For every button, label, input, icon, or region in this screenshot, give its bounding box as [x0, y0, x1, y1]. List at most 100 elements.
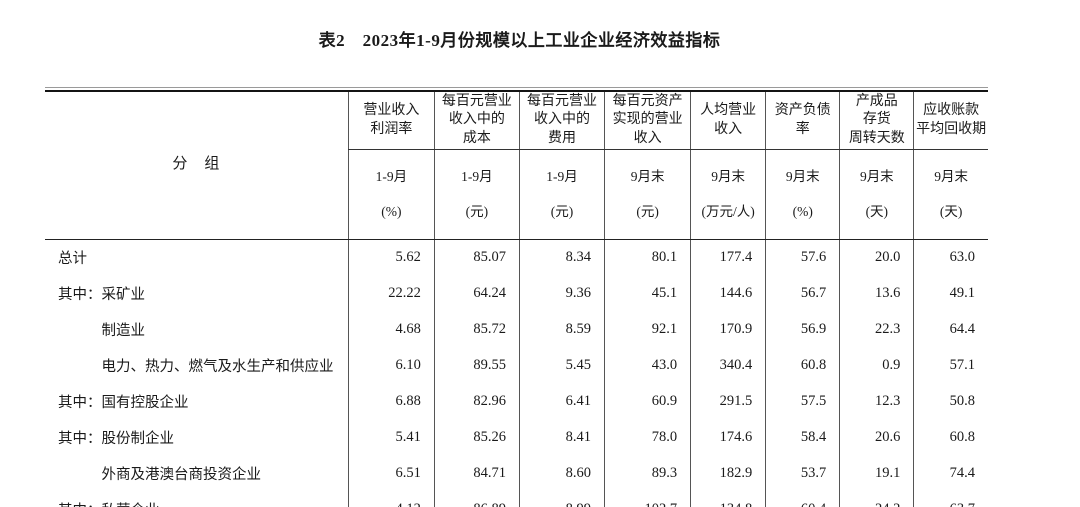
cell-value: 45.1: [604, 275, 691, 312]
economic-indicators-table: 分 组 营业收入 利润率 每百元营业 收入中的 成本 每百元营业 收入中的 费用…: [45, 92, 988, 507]
table-row: 其中：采矿业 22.22 64.24 9.36 45.1 144.6 56.7 …: [45, 275, 988, 312]
row-label: 总计: [58, 251, 87, 268]
table-row: 其中：国有控股企业 6.88 82.96 6.41 60.9 291.5 57.…: [45, 383, 988, 420]
cell-value: 170.9: [690, 311, 766, 348]
col-subheader: 9月末 (天): [913, 149, 988, 240]
period-label: 1-9月: [461, 168, 493, 184]
cell-value: 13.6: [839, 275, 914, 312]
cell-value: 80.1: [604, 239, 691, 276]
table-row: 外商及港澳台商投资企业 6.51 84.71 8.60 89.3 182.9 5…: [45, 455, 988, 492]
cell-value: 50.8: [913, 383, 988, 420]
cell-value: 12.3: [839, 383, 914, 420]
col-subheader: 1-9月 (元): [433, 149, 520, 240]
cell-value: 89.55: [433, 347, 520, 384]
col-header-revenue-per-capita: 人均营业 收入: [690, 92, 766, 150]
header-row-indicators: 分 组 营业收入 利润率 每百元营业 收入中的 成本 每百元营业 收入中的 费用…: [45, 92, 988, 240]
period-label: 9月末: [630, 168, 665, 184]
cell-value: 60.8: [913, 419, 988, 456]
cell-value: 6.88: [347, 383, 435, 420]
cell-value: 49.1: [913, 275, 988, 312]
col-subheader: 9月末 (元): [604, 149, 691, 240]
cell-value: 8.34: [518, 239, 605, 276]
cell-value: 63.7: [913, 491, 988, 507]
cell-value: 5.45: [518, 347, 605, 384]
col-subheader: 9月末 (万元/人): [690, 149, 766, 240]
cell-value: 5.41: [347, 419, 435, 456]
cell-value: 43.0: [604, 347, 691, 384]
period-label: 9月末: [711, 168, 746, 184]
cell-value: 60.9: [604, 383, 691, 420]
cell-value: 60.8: [765, 347, 840, 384]
cell-value: 22.22: [347, 275, 435, 312]
col-header-debt-ratio: 资产负债 率: [765, 92, 840, 150]
col-header-revenue-per-100-assets: 每百元资产 实现的营业 收入: [604, 92, 691, 150]
cell-value: 74.4: [913, 455, 988, 492]
unit-label: (元): [550, 204, 574, 220]
period-label: 1-9月: [375, 168, 408, 184]
cell-value: 20.0: [839, 239, 914, 276]
cell-value: 64.24: [433, 275, 520, 312]
unit-label: (%): [381, 204, 402, 220]
cell-value: 60.4: [765, 491, 840, 507]
cell-value: 78.0: [604, 419, 691, 456]
cell-value: 4.68: [347, 311, 435, 348]
cell-value: 182.9: [690, 455, 766, 492]
unit-label: (万元/人): [701, 204, 755, 220]
table-row: 总计 5.62 85.07 8.34 80.1 177.4 57.6 20.0 …: [45, 239, 988, 276]
col-header-inventory-turnover-days: 产成品 存货 周转天数: [839, 92, 914, 150]
cell-value: 63.0: [913, 239, 988, 276]
table-title: 表2 2023年1-9月份规模以上工业企业经济效益指标: [318, 31, 721, 50]
top-double-rule: [45, 87, 988, 92]
cell-value: 5.62: [347, 239, 435, 276]
period-label: 1-9月: [546, 168, 578, 184]
col-subheader: 1-9月 (%): [347, 149, 435, 240]
unit-label: (元): [636, 204, 659, 220]
cell-value: 8.41: [518, 419, 605, 456]
cell-value: 85.26: [433, 419, 520, 456]
cell-value: 57.6: [765, 239, 840, 276]
cell-value: 6.41: [518, 383, 605, 420]
cell-value: 20.6: [839, 419, 914, 456]
unit-label: (元): [465, 204, 489, 220]
period-label: 9月末: [785, 168, 820, 184]
cell-value: 102.7: [604, 491, 691, 507]
col-subheader: 1-9月 (元): [518, 149, 605, 240]
cell-value: 4.12: [347, 491, 435, 507]
unit-label: (天): [939, 204, 963, 220]
cell-value: 86.89: [433, 491, 520, 507]
cell-value: 24.2: [839, 491, 914, 507]
unit-label: (天): [865, 204, 889, 220]
col-subheader: 9月末 (%): [765, 149, 840, 240]
cell-value: 64.4: [913, 311, 988, 348]
cell-value: 84.71: [433, 455, 520, 492]
cell-value: 9.36: [518, 275, 605, 312]
row-label: 其中：国有控股企业: [58, 395, 189, 412]
cell-value: 85.72: [433, 311, 520, 348]
cell-value: 92.1: [604, 311, 691, 348]
table-row: 其中：私营企业 4.12 86.89 8.99 102.7 134.8 60.4…: [45, 491, 988, 507]
cell-value: 174.6: [690, 419, 766, 456]
cell-value: 8.59: [518, 311, 605, 348]
row-label: 其中：私营企业: [45, 492, 348, 507]
cell-value: 89.3: [604, 455, 691, 492]
period-label: 9月末: [859, 168, 894, 184]
table-row: 其中：股份制企业 5.41 85.26 8.41 78.0 174.6 58.4…: [45, 419, 988, 456]
stats-table: 分 组 营业收入 利润率 每百元营业 收入中的 成本 每百元营业 收入中的 费用…: [45, 87, 988, 507]
row-label: 外商及港澳台商投资企业: [58, 467, 261, 484]
col-header-group: 分 组: [45, 92, 349, 240]
row-label: 电力、热力、燃气及水生产和供应业: [58, 359, 334, 376]
period-label: 9月末: [934, 168, 969, 184]
row-label: 其中：股份制企业: [58, 431, 174, 448]
row-label: 制造业: [58, 323, 145, 340]
cell-value: 144.6: [690, 275, 766, 312]
cell-value: 22.3: [839, 311, 914, 348]
cell-value: 53.7: [765, 455, 840, 492]
col-header-profit-margin: 营业收入 利润率: [347, 92, 435, 150]
cell-value: 56.9: [765, 311, 840, 348]
cell-value: 19.1: [839, 455, 914, 492]
col-header-expense-per-100: 每百元营业 收入中的 费用: [518, 92, 605, 150]
cell-value: 57.1: [913, 347, 988, 384]
cell-value: 85.07: [433, 239, 520, 276]
cell-value: 57.5: [765, 383, 840, 420]
col-header-receivables-period: 应收账款 平均回收期: [913, 92, 988, 150]
